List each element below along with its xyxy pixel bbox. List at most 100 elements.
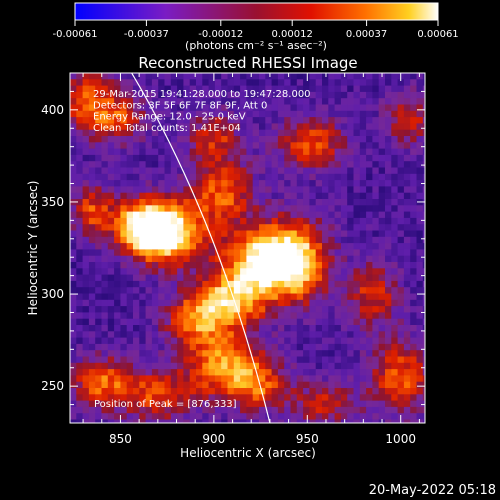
heatmap-cell [101,356,109,364]
heatmap-cell [114,388,121,395]
heatmap-cell [252,400,260,408]
heatmap-cell [196,280,203,288]
heatmap-cell [202,205,209,212]
heatmap-cell [196,85,203,93]
heatmap-cell [227,199,235,206]
heatmap-cell [183,400,191,408]
heatmap-cell [120,117,128,124]
heatmap-cell [378,110,386,118]
heatmap-cell [252,117,260,124]
heatmap-cell [315,167,323,175]
heatmap-cell [284,375,291,383]
heatmap-cell [151,243,159,250]
heatmap-cell [189,274,197,282]
heatmap-cell [151,98,159,105]
heatmap-cell [252,262,260,269]
heatmap-cell [202,173,209,181]
heatmap-cell [391,243,398,250]
heatmap-cell [233,205,241,212]
heatmap-cell [259,419,266,423]
heatmap-cell [410,167,417,175]
heatmap-cell [296,205,304,212]
heatmap-cell [422,161,425,168]
heatmap-cell [227,192,235,200]
heatmap-cell [347,85,354,93]
heatmap-cell [95,98,102,105]
heatmap-cell [252,148,260,156]
heatmap-cell [133,98,140,105]
heatmap-cell [284,142,291,149]
heatmap-cell [233,413,241,420]
heatmap-cell [227,362,235,370]
heatmap-cell [265,117,272,124]
heatmap-cell [196,192,203,200]
heatmap-cell [101,173,109,181]
heatmap-cell [309,375,317,383]
heatmap-cell [372,280,380,288]
heatmap-cell [145,243,153,250]
heatmap-cell [378,325,386,332]
heatmap-cell [334,406,342,414]
heatmap-cell [303,211,310,219]
heatmap-cell [391,362,398,370]
heatmap-cell [403,343,411,351]
heatmap-cell [303,274,310,282]
heatmap-cell [347,154,354,162]
heatmap-cell [183,318,191,326]
heatmap-cell [290,104,298,112]
heatmap-cell [177,91,184,99]
heatmap-cell [164,243,172,250]
heatmap-cell [277,230,285,238]
heatmap-cell [95,262,102,269]
heatmap-cell [397,337,405,345]
heatmap-cell [139,243,146,250]
heatmap-cell [309,356,317,364]
heatmap-cell [347,413,354,420]
heatmap-cell [265,331,272,338]
heatmap-cell [416,85,424,93]
heatmap-cell [309,268,317,275]
heatmap-cell [410,262,417,269]
heatmap-cell [189,299,197,307]
heatmap-cell [378,173,386,181]
heatmap-cell [233,104,241,112]
x-tick-label: 850 [109,432,132,446]
heatmap-cell [385,274,392,282]
heatmap-cell [233,356,241,364]
heatmap-cell [202,123,209,131]
heatmap-cell [353,161,361,168]
heatmap-cell [164,413,172,420]
heatmap-cell [221,91,228,99]
heatmap-cell [208,293,216,301]
heatmap-cell [334,331,342,338]
heatmap-cell [120,406,128,414]
heatmap-cell [133,79,140,86]
heatmap-cell [372,369,380,376]
heatmap-cell [139,236,146,244]
heatmap-cell [366,217,373,225]
heatmap-cell [101,192,109,200]
heatmap-cell [385,400,392,408]
heatmap-cell [410,192,417,200]
heatmap-cell [101,362,109,370]
heatmap-cell [422,280,425,288]
heatmap-cell [170,255,178,263]
heatmap-cell [359,343,367,351]
heatmap-cell [410,129,417,137]
heatmap-cell [170,142,178,149]
heatmap-cell [151,173,159,181]
heatmap-cell [372,356,380,364]
heatmap-cell [359,230,367,238]
heatmap-cell [366,211,373,219]
heatmap-cell [340,306,348,313]
heatmap-cell [334,230,342,238]
heatmap-cell [391,205,398,212]
heatmap-cell [133,400,140,408]
heatmap-cell [196,98,203,105]
heatmap-cell [95,306,102,313]
heatmap-cell [290,136,298,143]
heatmap-cell [334,148,342,156]
heatmap-cell [214,419,222,423]
heatmap-cell [328,280,335,288]
heatmap-cell [145,104,153,112]
